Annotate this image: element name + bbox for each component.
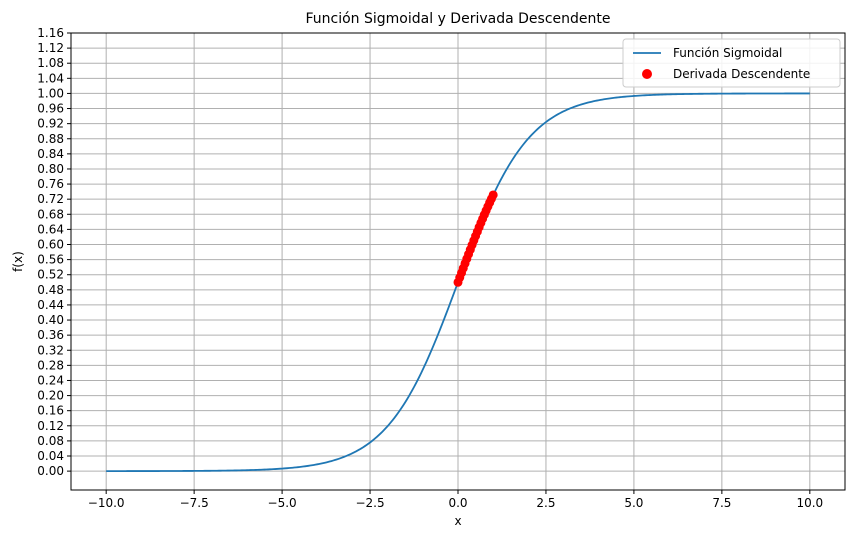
y-tick-label: 0.36: [37, 328, 64, 342]
x-tick-label: 10.0: [796, 496, 823, 510]
y-tick-label: 0.40: [37, 313, 64, 327]
x-tick-label: −5.0: [268, 496, 297, 510]
y-tick-label: 0.92: [37, 117, 64, 131]
x-tick-label: 5.0: [624, 496, 643, 510]
y-tick-label: 0.84: [37, 147, 64, 161]
x-tick-label: −2.5: [355, 496, 384, 510]
y-tick-label: 0.00: [37, 464, 64, 478]
y-tick-label: 0.08: [37, 434, 64, 448]
y-axis: 0.000.040.080.120.160.20 0.240.280.320.36…: [37, 26, 71, 478]
y-tick-label: 0.16: [37, 404, 64, 418]
x-tick-label: −10.0: [88, 496, 125, 510]
legend-label: Derivada Descendente: [673, 67, 810, 81]
y-tick-label: 0.56: [37, 253, 64, 267]
x-tick-label: 2.5: [536, 496, 555, 510]
descent-series: [453, 190, 498, 287]
legend-box: [622, 38, 841, 88]
plot-series: [106, 92, 810, 472]
x-tick-label: 7.5: [712, 496, 731, 510]
legend-label: Función Sigmoidal: [673, 46, 782, 60]
y-tick-label: 0.12: [37, 419, 64, 433]
y-tick-label: 0.64: [37, 222, 64, 236]
chart-title: Función Sigmoidal y Derivada Descendente: [306, 11, 611, 27]
x-axis-label: x: [454, 514, 461, 528]
y-tick-label: 1.00: [37, 86, 64, 100]
y-tick-label: 0.96: [37, 102, 64, 116]
x-axis: −10.0 −7.5 −5.0 −2.5 0.0 2.5 5.0 7.5 10.0: [88, 490, 823, 510]
y-axis-label: f(x): [11, 251, 25, 272]
legend: Función Sigmoidal Derivada Descendente: [622, 38, 841, 88]
y-tick-label: 0.48: [37, 283, 64, 297]
y-tick-label: 1.08: [37, 56, 64, 70]
y-tick-label: 0.44: [37, 298, 64, 312]
y-tick-label: 1.16: [37, 26, 64, 40]
x-tick-label: 0.0: [448, 496, 467, 510]
y-tick-label: 1.04: [37, 71, 64, 85]
y-tick-label: 0.88: [37, 132, 64, 146]
y-tick-label: 0.80: [37, 162, 64, 176]
y-tick-label: 1.12: [37, 41, 64, 55]
y-tick-label: 0.60: [37, 238, 64, 252]
y-tick-label: 0.04: [37, 449, 64, 463]
descent-point: [488, 190, 498, 200]
y-tick-label: 0.72: [37, 192, 64, 206]
x-tick-label: −7.5: [180, 496, 209, 510]
y-tick-label: 0.32: [37, 343, 64, 357]
y-tick-label: 0.76: [37, 177, 64, 191]
y-tick-label: 0.24: [37, 373, 64, 387]
legend-marker-swatch: [642, 69, 652, 79]
y-tick-label: 0.20: [37, 389, 64, 403]
y-tick-label: 0.28: [37, 358, 64, 372]
y-tick-label: 0.52: [37, 268, 64, 282]
y-tick-label: 0.68: [37, 207, 64, 221]
